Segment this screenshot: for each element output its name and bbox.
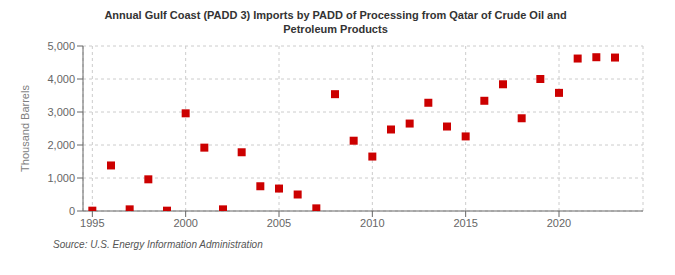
html-text:Source: U.S. Energy Informatio: Source: U.S. Energy Information Administ… [53,239,263,250]
svg-text:2010: 2010 [360,217,384,229]
svg-text:0: 0 [69,205,75,217]
svg-text:5,000: 5,000 [47,40,75,52]
svg-text:3,000: 3,000 [47,106,75,118]
html-text:Annual Gulf Coast (PADD 3) Imp: Annual Gulf Coast (PADD 3) Imports by PA… [104,9,567,21]
svg-text:2,000: 2,000 [47,139,75,151]
svg-text:2020: 2020 [547,217,571,229]
svg-text:2005: 2005 [267,217,291,229]
svg-text:2000: 2000 [173,217,197,229]
svg-text:1995: 1995 [80,217,104,229]
svg-text:1,000: 1,000 [47,172,75,184]
svg-text:4,000: 4,000 [47,73,75,85]
svg-text:Thousand Barrels: Thousand Barrels [19,85,31,172]
html-text:Petroleum Products: Petroleum Products [283,23,388,35]
svg-text:2015: 2015 [453,217,477,229]
